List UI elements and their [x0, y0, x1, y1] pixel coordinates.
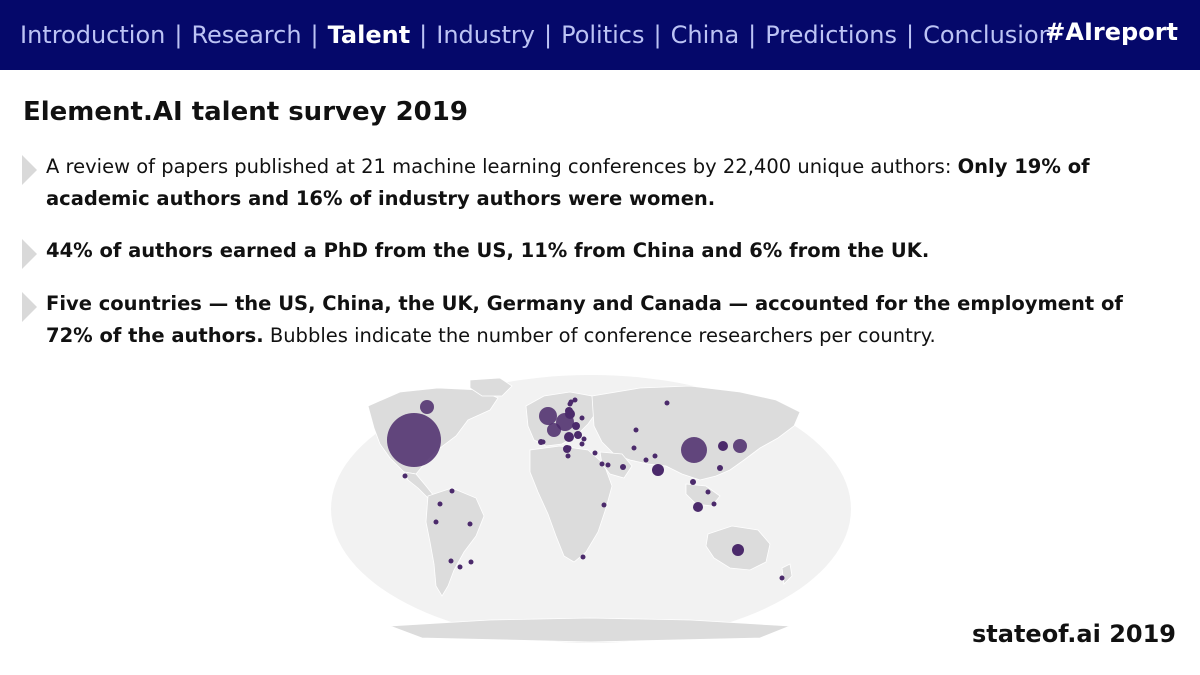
nav-separator: |	[905, 21, 915, 49]
bubble-malaysia	[711, 501, 717, 507]
bubble-peru	[437, 501, 443, 507]
bubble-kenya	[601, 502, 607, 508]
world-bubble-map	[331, 375, 851, 643]
bullet-arrow-icon	[22, 155, 37, 185]
land-southeast-asia	[685, 483, 721, 507]
bullet-arrow-icon	[22, 239, 37, 269]
land-antarctica	[389, 617, 791, 643]
nav-separator: |	[543, 21, 553, 49]
bubble-greece	[579, 441, 585, 447]
bubble-chile	[448, 558, 454, 564]
nav-item-industry[interactable]: Industry	[436, 21, 535, 49]
bubble-chile-north	[433, 519, 439, 525]
bubble-israel	[566, 445, 572, 451]
bubble-egypt	[592, 450, 598, 456]
bubble-finland	[568, 399, 574, 405]
nav-item-research[interactable]: Research	[191, 21, 302, 49]
bubble-iran	[652, 453, 658, 459]
bubble-saudi-arabia	[599, 461, 605, 467]
bullet-plain-text: Bubbles indicate the number of conferenc…	[263, 324, 936, 347]
slide-title: Element.AI talent survey 2019	[23, 97, 468, 127]
bubble-russia-west	[633, 427, 639, 433]
bubble-china	[681, 437, 707, 463]
nav-separator: |	[174, 21, 183, 49]
bubble-argentina-south	[457, 564, 463, 570]
bubble-layer	[387, 397, 785, 581]
bubble-sweden	[565, 407, 573, 415]
bubble-mexico	[402, 473, 408, 479]
bubble-argentina	[468, 559, 474, 565]
bullet-text: Five countries — the US, China, the UK, …	[46, 288, 1162, 352]
bubble-portugal	[540, 439, 546, 445]
bullet-text: A review of papers published at 21 machi…	[46, 151, 1162, 215]
nav-item-talent[interactable]: Talent	[327, 21, 411, 49]
bubble-us	[387, 413, 441, 467]
bubble-russia-north	[664, 400, 670, 406]
nav-item-predictions[interactable]: Predictions	[765, 21, 897, 49]
bubble-turkey	[631, 445, 637, 451]
nav-separator: |	[419, 21, 428, 49]
bubble-thailand	[705, 489, 711, 495]
land-south-america	[425, 487, 485, 597]
bubble-japan	[733, 439, 747, 453]
bullet-bold-text: Five countries — the US, China, the UK, …	[46, 292, 1123, 347]
bubble-hongkong	[717, 465, 723, 471]
nav-separator: |	[748, 21, 757, 49]
bubble-new-zealand	[779, 575, 785, 581]
bullet-point-women-authors: A review of papers published at 21 machi…	[22, 151, 1162, 215]
bullet-bold-text: 44% of authors earned a PhD from the US,…	[46, 239, 930, 262]
bullet-text: 44% of authors earned a PhD from the US,…	[46, 235, 1162, 267]
bubble-uae	[605, 462, 611, 468]
bubble-oman	[620, 464, 626, 470]
hashtag-label: #AIreport	[1045, 18, 1178, 46]
bubble-italy	[574, 431, 582, 439]
bubble-india	[652, 464, 664, 476]
bubble-uk	[539, 407, 557, 425]
nav-item-politics[interactable]: Politics	[561, 21, 645, 49]
bullet-bold-text: Only 19% of academic authors and 16% of …	[46, 155, 1090, 210]
bubble-hungary	[581, 436, 587, 442]
bubble-colombia	[449, 488, 455, 494]
bubble-brazil	[467, 521, 473, 527]
nav-item-china[interactable]: China	[670, 21, 740, 49]
bubble-australia	[732, 544, 744, 556]
bubble-south-africa	[580, 554, 586, 560]
bubble-canada	[420, 400, 434, 414]
bullet-plain-text: A review of papers published at 21 machi…	[46, 155, 958, 178]
bullet-point-phd-origin: 44% of authors earned a PhD from the US,…	[22, 235, 1162, 269]
bullet-arrow-icon	[22, 292, 37, 322]
bubble-poland	[579, 415, 585, 421]
bubble-pakistan	[643, 457, 649, 463]
nav-separator: |	[310, 21, 319, 49]
bubble-singapore	[693, 502, 703, 512]
nav-separator: |	[653, 21, 662, 49]
top-navigation-bar: Introduction | Research | Talent | Indus…	[0, 0, 1200, 70]
bullet-point-employment-countries: Five countries — the US, China, the UK, …	[22, 288, 1162, 352]
bubble-estonia	[572, 397, 578, 403]
bubble-vietnam	[690, 479, 696, 485]
footer-brand: stateof.ai 2019	[971, 620, 1176, 648]
bubble-czechia	[572, 422, 580, 430]
section-nav: Introduction | Research | Talent | Indus…	[20, 21, 1054, 49]
bubble-switzerland	[564, 432, 574, 442]
bubble-korea	[718, 441, 728, 451]
bubble-algeria	[565, 453, 571, 459]
nav-item-introduction[interactable]: Introduction	[20, 21, 166, 49]
land-greenland	[469, 377, 513, 397]
nav-item-conclusion[interactable]: Conclusion	[923, 21, 1054, 49]
